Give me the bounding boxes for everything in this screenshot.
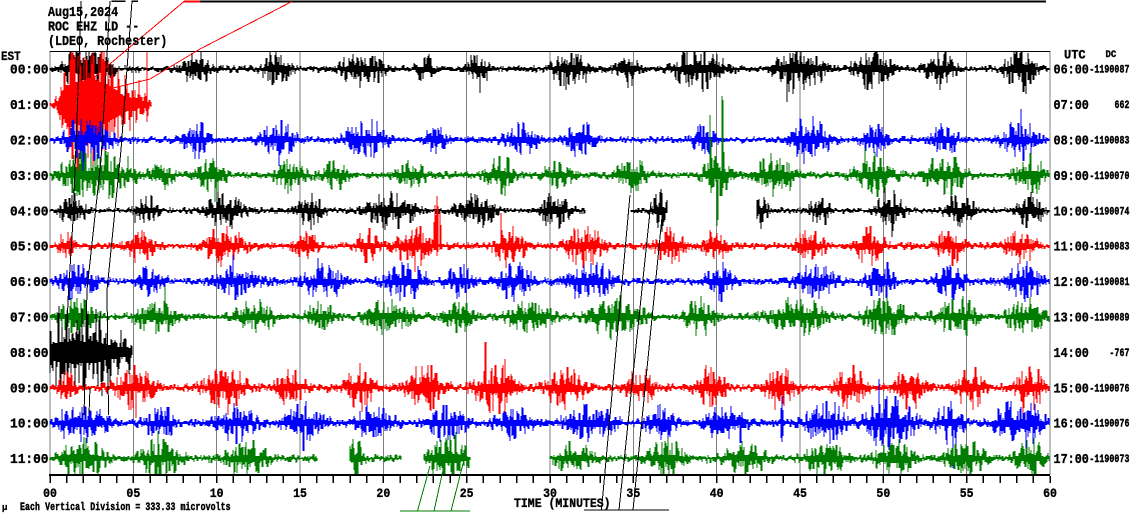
svg-text:07:00: 07:00: [10, 311, 49, 327]
svg-text:03:00: 03:00: [10, 169, 49, 185]
svg-text:TIME (MINUTES): TIME (MINUTES): [514, 496, 611, 511]
svg-text:-1190070: -1190070: [1089, 170, 1129, 183]
svg-text:11:00: 11:00: [1054, 239, 1090, 255]
svg-text:16:00: 16:00: [1054, 416, 1090, 432]
svg-text:15: 15: [293, 486, 307, 501]
svg-text:-1190073: -1190073: [1089, 453, 1129, 466]
svg-text:08:00: 08:00: [1054, 133, 1090, 149]
svg-text:15:00: 15:00: [1054, 380, 1090, 396]
svg-text:00:00: 00:00: [10, 63, 49, 79]
svg-text:05:00: 05:00: [10, 240, 49, 256]
svg-text:55: 55: [960, 486, 974, 501]
svg-text:-767: -767: [1109, 347, 1129, 360]
svg-text:01:00: 01:00: [10, 99, 49, 115]
svg-text:11:00: 11:00: [10, 453, 49, 469]
svg-text:662: 662: [1114, 99, 1129, 112]
svg-text:EST: EST: [1, 49, 21, 64]
svg-text:-1190074: -1190074: [1089, 205, 1129, 218]
svg-text:-1190076: -1190076: [1089, 417, 1129, 430]
svg-text:17:00: 17:00: [1054, 451, 1090, 467]
svg-text:09:00: 09:00: [10, 382, 49, 398]
svg-text:50: 50: [876, 486, 890, 501]
svg-text:06:00: 06:00: [10, 276, 49, 292]
svg-text:30: 30: [543, 486, 557, 501]
svg-text:25: 25: [460, 486, 474, 501]
svg-text:12:00: 12:00: [1054, 274, 1090, 290]
svg-text:60: 60: [1043, 486, 1057, 501]
svg-text:07:00: 07:00: [1054, 97, 1090, 113]
svg-text:10:00: 10:00: [10, 417, 49, 433]
svg-text:-1190083: -1190083: [1089, 134, 1129, 147]
svg-text:20: 20: [376, 486, 390, 501]
svg-text:-1190089: -1190089: [1089, 311, 1129, 324]
svg-text:-1190087: -1190087: [1089, 63, 1129, 76]
svg-text:10:00: 10:00: [1054, 203, 1090, 219]
svg-text:40: 40: [710, 486, 724, 501]
svg-text:00: 00: [43, 486, 57, 501]
svg-text:DC: DC: [1106, 48, 1117, 60]
svg-text:ROC EHZ LD --: ROC EHZ LD --: [48, 19, 139, 35]
svg-text:45: 45: [793, 486, 807, 501]
svg-text:-1190083: -1190083: [1089, 240, 1129, 253]
svg-text:14:00: 14:00: [1054, 345, 1090, 361]
svg-text:02:00: 02:00: [10, 134, 49, 150]
svg-text:08:00: 08:00: [10, 346, 49, 362]
svg-text:Aug15,2024: Aug15,2024: [48, 4, 118, 20]
svg-text:09:00: 09:00: [1054, 168, 1090, 184]
svg-text:04:00: 04:00: [10, 205, 49, 221]
svg-text:10: 10: [210, 486, 224, 501]
svg-text:-1190076: -1190076: [1089, 382, 1129, 395]
svg-text:μ: μ: [2, 503, 7, 513]
svg-text:UTC: UTC: [1064, 48, 1086, 63]
svg-text:13:00: 13:00: [1054, 310, 1090, 326]
svg-text:35: 35: [626, 486, 640, 501]
svg-text:(LDEO, Rochester): (LDEO, Rochester): [48, 33, 167, 49]
svg-text:Each Vertical Division = 333.: Each Vertical Division = 333.33 microvol…: [20, 501, 231, 513]
svg-text:06:00: 06:00: [1054, 62, 1090, 78]
svg-text:05: 05: [126, 486, 140, 501]
svg-text:-1190081: -1190081: [1089, 276, 1129, 289]
